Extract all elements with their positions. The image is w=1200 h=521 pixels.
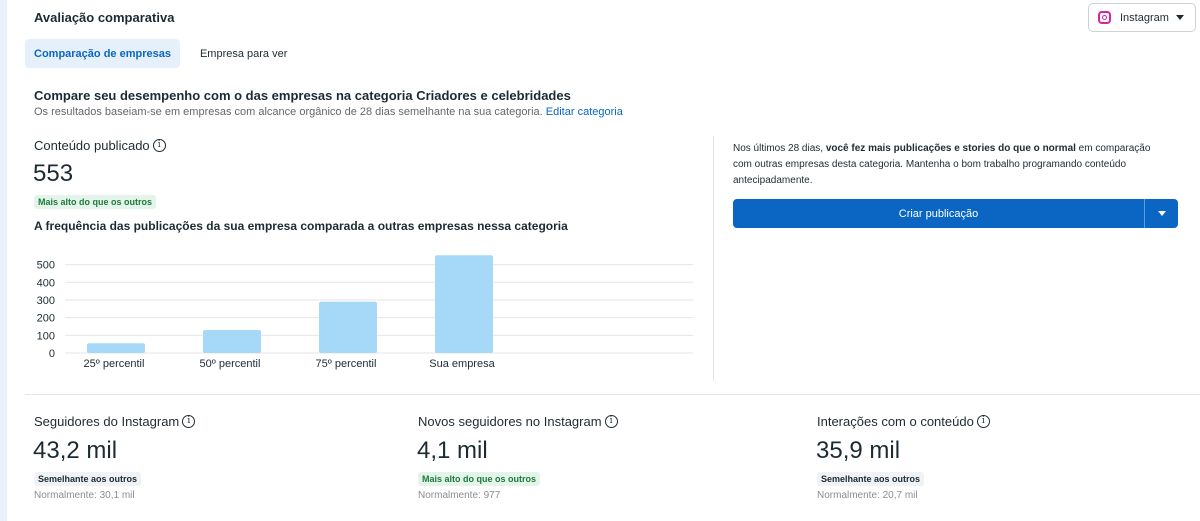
- info-icon[interactable]: i: [604, 415, 618, 428]
- new-followers-normal: Normalmente: 977: [418, 490, 501, 501]
- chart-bar[interactable]: [87, 343, 145, 353]
- info-icon[interactable]: i: [976, 415, 990, 428]
- tab-bar: Comparação de empresas Empresa para ver: [25, 39, 296, 68]
- edit-category-link[interactable]: Editar categoria: [545, 106, 623, 118]
- tab-company-comparison[interactable]: Comparação de empresas: [25, 39, 180, 68]
- interactions-label: Interações com o conteúdo i: [817, 414, 990, 429]
- create-post-options-button[interactable]: [1144, 199, 1178, 228]
- chart-x-tick-label: 25º percentil: [84, 358, 145, 370]
- section-subtitle: Os resultados baseiam-se em empresas com…: [34, 106, 623, 118]
- insight-bold: você fez mais publicações e stories do q…: [825, 143, 1076, 154]
- chart-x-tick-label: Sua empresa: [429, 358, 495, 370]
- chart-x-labels: 25º percentil 50º percentil 75º percentil S…: [84, 358, 496, 370]
- new-followers-value: 4,1 mil: [417, 437, 488, 464]
- section-title: Compare seu desempenho com o das empresa…: [34, 88, 571, 103]
- vertical-divider: [713, 136, 714, 381]
- insight-prefix: Nos últimos 28 dias,: [733, 143, 826, 154]
- chart-bar[interactable]: [319, 301, 377, 353]
- chart-y-tick-label: 200: [37, 313, 55, 325]
- info-icon[interactable]: i: [182, 415, 196, 428]
- interactions-badge: Semelhante aos outros: [817, 472, 925, 486]
- chart-x-tick-label: 75º percentil: [316, 358, 377, 370]
- page-title: Avaliação comparativa: [34, 10, 175, 25]
- chart-bar[interactable]: [203, 330, 261, 353]
- insight-suffix: em comparação com outras empresas desta …: [733, 143, 1151, 186]
- instagram-icon: [1098, 11, 1111, 24]
- chart-x-tick-label: 50º percentil: [200, 358, 261, 370]
- new-followers-label: Novos seguidores no Instagram i: [418, 414, 618, 429]
- insight-text: Nos últimos 28 dias, você fez mais publi…: [733, 141, 1153, 189]
- horizontal-divider: [25, 394, 1200, 395]
- chart-title: A frequência das publicações da sua empr…: [34, 219, 568, 233]
- content-published-badge: Mais alto do que os outros: [34, 195, 157, 209]
- chart-y-tick-label: 500: [37, 260, 55, 272]
- benchmark-card: Avaliação comparativa Instagram Comparaç…: [7, 0, 1200, 521]
- tab-company-to-watch[interactable]: Empresa para ver: [199, 47, 288, 60]
- section-subtitle-text: Os resultados baseiam-se em empresas com…: [34, 106, 543, 118]
- content-published-label-text: Conteúdo publicado: [34, 138, 150, 153]
- interactions-label-text: Interações com o conteúdo: [817, 414, 974, 429]
- chart-y-ticks: 0 100 200 300 400 500: [37, 260, 55, 360]
- chart-y-tick-label: 300: [37, 295, 55, 307]
- content-published-label: Conteúdo publicado i: [34, 138, 166, 153]
- interactions-normal: Normalmente: 20,7 mil: [817, 490, 918, 501]
- interactions-value: 35,9 mil: [816, 437, 901, 464]
- chart-y-tick-label: 0: [49, 348, 55, 360]
- platform-select-value: Instagram: [1120, 11, 1169, 24]
- chart-bar[interactable]: [435, 255, 493, 353]
- posting-frequency-chart: 0 100 200 300 400 500 25º percentil 50º percen…: [37, 255, 693, 370]
- followers-label-text: Seguidores do Instagram: [34, 414, 180, 429]
- create-post-split-button: Criar publicação: [733, 199, 1178, 228]
- info-icon[interactable]: i: [152, 139, 166, 152]
- chart-bars: [87, 255, 493, 353]
- chevron-down-icon: [1157, 211, 1166, 216]
- chart-gridlines: [65, 264, 693, 354]
- left-edge-strip: [0, 0, 7, 521]
- followers-normal: Normalmente: 30,1 mil: [34, 490, 135, 501]
- new-followers-badge: Mais alto do que os outros: [418, 472, 541, 486]
- chart-y-tick-label: 400: [37, 277, 55, 289]
- create-post-button[interactable]: Criar publicação: [733, 199, 1144, 228]
- content-published-value: 553: [33, 160, 74, 187]
- chevron-down-icon: [1175, 15, 1184, 20]
- chart-y-tick-label: 100: [37, 330, 55, 342]
- followers-badge: Semelhante aos outros: [34, 472, 142, 486]
- new-followers-label-text: Novos seguidores no Instagram: [418, 414, 602, 429]
- followers-value: 43,2 mil: [33, 437, 118, 464]
- followers-label: Seguidores do Instagram i: [34, 414, 196, 429]
- platform-select[interactable]: Instagram: [1088, 3, 1196, 32]
